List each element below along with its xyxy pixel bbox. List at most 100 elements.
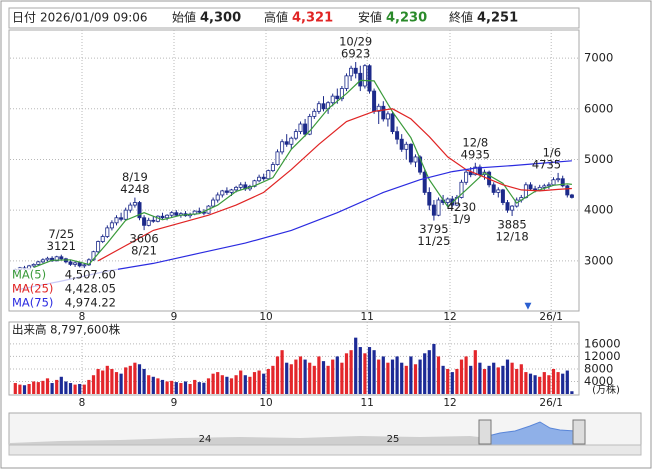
- volume-bar: [220, 375, 224, 394]
- x-tick-label: 12: [443, 311, 456, 323]
- annotation-date: 1/6: [543, 145, 562, 159]
- volume-bar: [22, 385, 27, 394]
- candle-body: [197, 210, 202, 213]
- high-label: 高値: [264, 10, 288, 25]
- scrollbar[interactable]: [8, 444, 642, 456]
- candle-body: [165, 214, 170, 219]
- y-tick-label: 7000: [584, 51, 613, 65]
- candle-body: [123, 209, 128, 220]
- candle-body: [404, 143, 409, 150]
- volume-bar: [404, 365, 408, 394]
- candle-body: [362, 65, 367, 87]
- x-tick-label: 26/1: [539, 397, 563, 409]
- candle-body: [436, 199, 441, 216]
- candle-body: [266, 170, 271, 180]
- candle-body: [234, 186, 239, 191]
- volume-bar: [478, 362, 482, 394]
- annotation-value: 4935: [461, 147, 490, 161]
- volume-bar: [64, 381, 68, 394]
- volume-bar: [510, 362, 514, 394]
- volume-bar: [257, 370, 261, 394]
- candle-body: [298, 123, 303, 133]
- volume-title-box: [10, 323, 132, 337]
- volume-tick-label: 16000: [584, 336, 621, 350]
- volume-bar: [538, 376, 542, 394]
- candle-body: [500, 189, 505, 203]
- candle-body: [551, 179, 556, 186]
- volume-bar: [50, 383, 54, 394]
- navigator-handle[interactable]: [478, 419, 492, 445]
- volume-bar: [280, 350, 284, 394]
- volume-bar: [496, 367, 500, 394]
- volume-bar: [354, 337, 358, 394]
- volume-bar: [170, 380, 174, 394]
- volume-bar: [41, 380, 45, 394]
- low-value: 4,230: [386, 11, 427, 26]
- candle-body: [445, 198, 450, 203]
- candle-body: [128, 204, 133, 211]
- candle-body: [215, 194, 220, 201]
- candle-body: [238, 184, 243, 188]
- legend-name: MA(75): [12, 296, 53, 310]
- volume-bar: [367, 347, 372, 394]
- legend-value: 4,507.60: [65, 268, 116, 282]
- annotation-date: 8/19: [122, 170, 148, 184]
- volume-bar: [331, 359, 335, 394]
- volume-bar: [363, 353, 367, 394]
- legend-value: 4,428.05: [65, 282, 116, 296]
- candle-body: [36, 261, 41, 265]
- volume-bar: [165, 381, 169, 394]
- marker: ▼: [525, 302, 532, 312]
- ma-line: [15, 160, 572, 291]
- volume-bar: [160, 379, 165, 394]
- candle-body: [344, 75, 349, 89]
- volume-bar: [179, 383, 183, 394]
- volume-bar: [91, 375, 96, 394]
- volume-bar: [519, 364, 523, 394]
- candle-body: [146, 219, 151, 226]
- volume-bar: [45, 378, 50, 394]
- volume-bar: [197, 382, 201, 394]
- volume-bar: [243, 375, 247, 394]
- candle-body: [160, 215, 165, 219]
- candle-body: [321, 103, 326, 110]
- candle-body: [372, 90, 377, 112]
- volume-bar: [151, 376, 155, 394]
- candle-body: [59, 256, 64, 260]
- navigator-handle[interactable]: [572, 419, 586, 445]
- annotation-value: 3885: [497, 217, 526, 231]
- volume-bar: [400, 362, 404, 394]
- candle-body: [45, 257, 50, 261]
- volume-bar: [312, 365, 316, 394]
- volume-bar: [239, 370, 243, 394]
- x-tick-label: 9: [171, 397, 178, 409]
- volume-bar: [524, 372, 528, 394]
- candle-body: [257, 176, 262, 182]
- x-tick-label: 11: [361, 311, 374, 323]
- x-tick-label: 9: [171, 311, 178, 323]
- volume-bar: [188, 383, 192, 394]
- volume-bar: [285, 362, 289, 394]
- candle-body: [312, 110, 317, 117]
- candle-body: [82, 264, 87, 267]
- volume-bar: [36, 382, 40, 394]
- volume-bar: [413, 364, 418, 394]
- volume-bar: [271, 365, 275, 394]
- header-box: [8, 7, 580, 29]
- volume-bar: [298, 356, 303, 394]
- volume-unit: (万株): [592, 383, 620, 396]
- candle-body: [284, 141, 289, 145]
- volume-tick-label: 12000: [584, 349, 621, 363]
- x-tick-label: 12: [443, 397, 456, 409]
- navigator: 24 25: [8, 412, 642, 456]
- candle-body: [109, 222, 114, 229]
- candle-body: [211, 199, 216, 207]
- candle-body: [496, 189, 501, 193]
- candle-body: [220, 190, 225, 196]
- annotation-value: 6923: [341, 47, 370, 61]
- y-tick-label: 4000: [584, 203, 613, 217]
- candle-body: [132, 202, 137, 206]
- y-tick-label: 5000: [584, 152, 613, 166]
- volume-bar: [128, 365, 132, 394]
